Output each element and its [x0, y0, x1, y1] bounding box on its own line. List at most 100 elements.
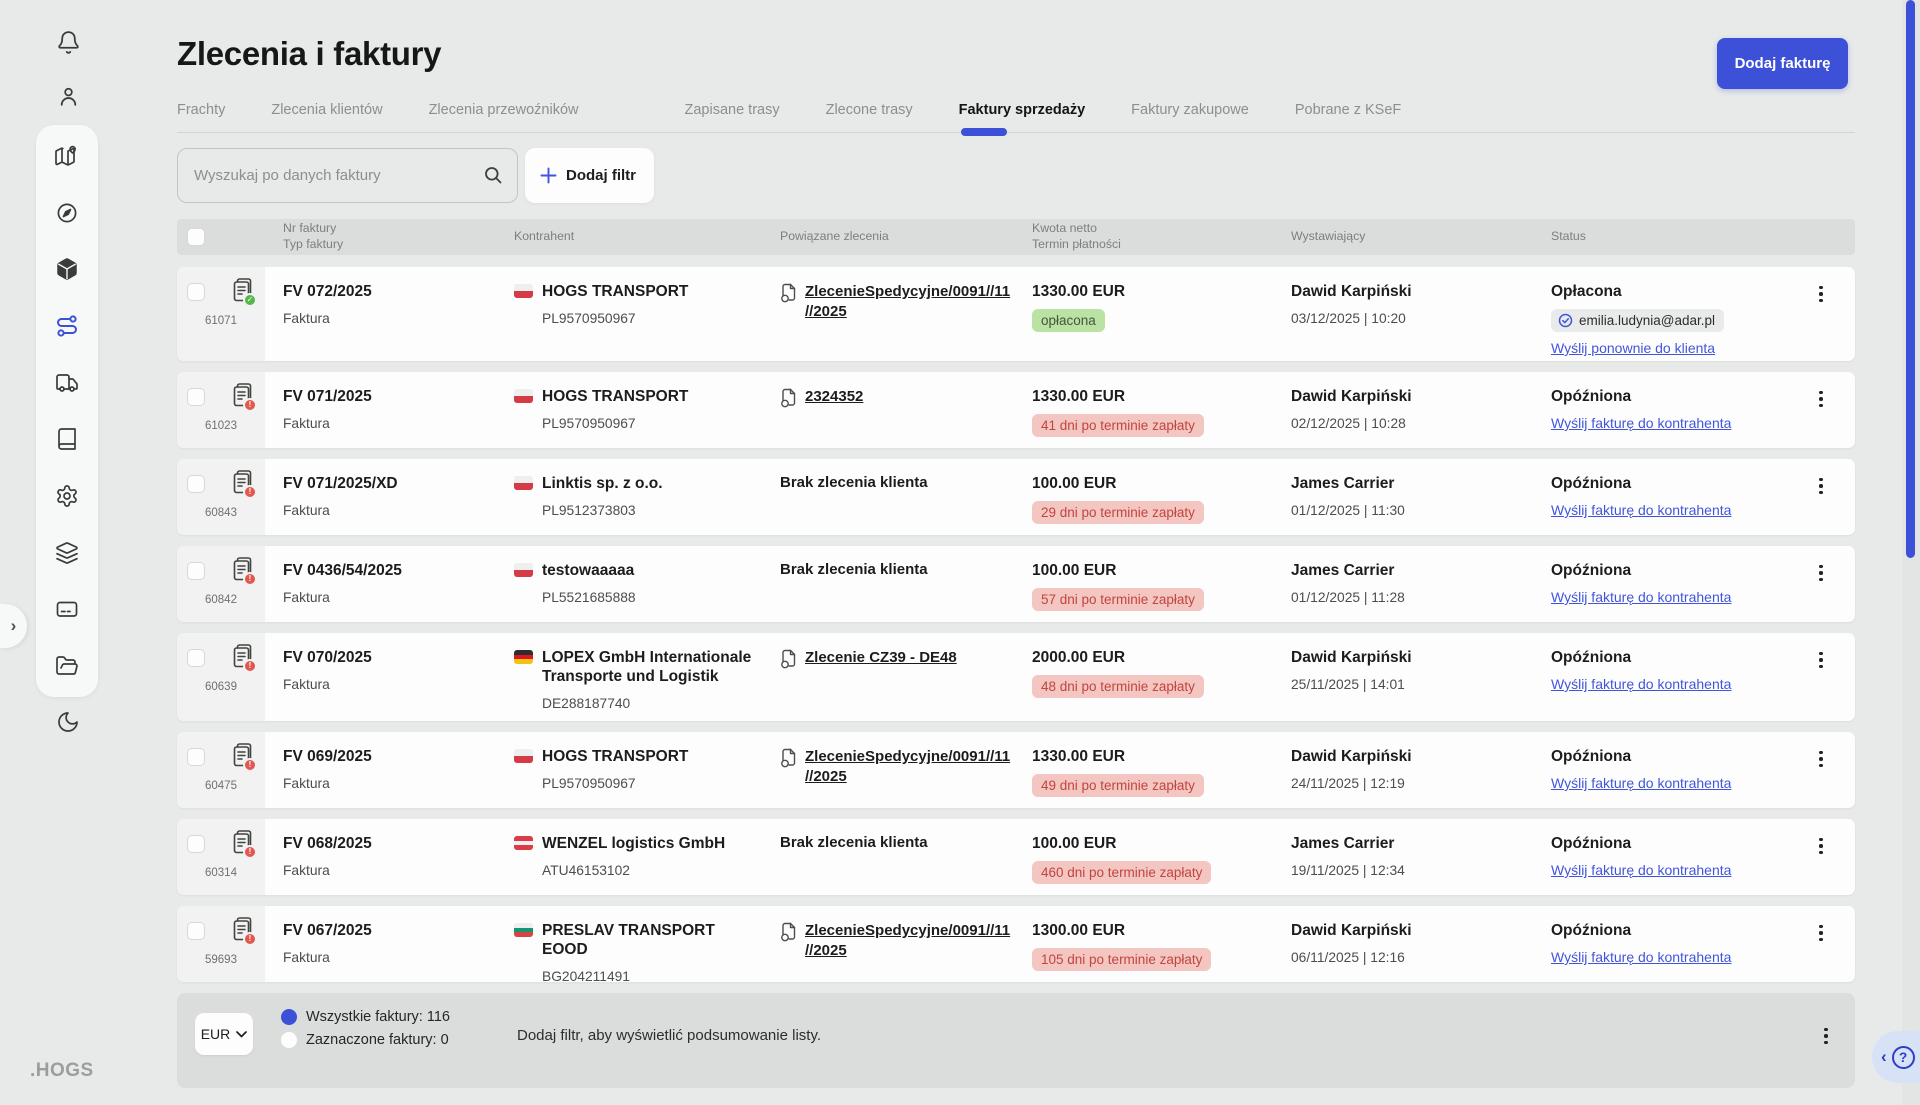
invoice-row: ! 60475 FV 069/2025 Faktura HOGS TRANSPO… — [177, 732, 1855, 808]
related-order-link[interactable]: Zlecenie CZ39 - DE48 — [780, 648, 1014, 674]
cell-related-orders: Brak zlecenia klienta — [762, 459, 1014, 535]
row-menu-kebab-icon[interactable] — [1808, 918, 1834, 948]
status-action-link[interactable]: Wyślij fakturę do kontrahenta — [1551, 502, 1732, 518]
cell-actions — [1800, 267, 1855, 361]
row-checkbox[interactable] — [187, 748, 205, 766]
related-order-link[interactable]: ZlecenieSpedycyjne/0091//11//2025 — [780, 921, 1014, 961]
row-menu-kebab-icon[interactable] — [1808, 384, 1834, 414]
radio-all-invoices[interactable]: Wszystkie faktury: 116 — [281, 1009, 450, 1025]
radio-selected-invoices[interactable]: Zaznaczone faktury: 0 — [281, 1032, 450, 1048]
search-input[interactable] — [177, 148, 518, 203]
tab-frachty[interactable]: Frachty — [177, 102, 225, 132]
status-action-link[interactable]: Wyślij fakturę do kontrahenta — [1551, 862, 1732, 878]
dark-mode-moon-icon[interactable] — [50, 704, 86, 740]
add-invoice-button[interactable]: Dodaj fakturę — [1717, 38, 1848, 89]
row-menu-kebab-icon[interactable] — [1808, 744, 1834, 774]
payment-card-icon[interactable] — [49, 591, 85, 627]
issuer-name: Dawid Karpiński — [1291, 388, 1412, 405]
row-checkbox[interactable] — [187, 475, 205, 493]
contractor-vat-id: PL9570950967 — [542, 311, 636, 326]
map-icon[interactable] — [49, 138, 85, 174]
summary-menu-kebab-icon[interactable] — [1813, 1021, 1839, 1051]
row-checkbox[interactable] — [187, 835, 205, 853]
row-menu-kebab-icon[interactable] — [1808, 279, 1834, 309]
row-menu-kebab-icon[interactable] — [1808, 471, 1834, 501]
cell-contractor: testowaaaaa PL5521685888 — [496, 546, 762, 622]
related-order-link[interactable]: ZlecenieSpedycyjne/0091//11//2025 — [780, 747, 1014, 787]
status-action-link[interactable]: Wyślij fakturę do kontrahenta — [1551, 949, 1732, 965]
routes-icon-active[interactable] — [49, 308, 85, 344]
payment-term-badge: 49 dni po terminie zapłaty — [1032, 774, 1204, 797]
files-folder-icon[interactable] — [49, 648, 85, 684]
related-order-link[interactable]: ZlecenieSpedycyjne/0091//11//2025 — [780, 282, 1014, 322]
status-action-link[interactable]: Wyślij fakturę do kontrahenta — [1551, 415, 1732, 431]
search-icon — [483, 165, 504, 191]
row-checkbox[interactable] — [187, 562, 205, 580]
summary-radio-group: Wszystkie faktury: 116 Zaznaczone faktur… — [281, 1009, 450, 1048]
scrollbar-thumb[interactable] — [1906, 0, 1915, 558]
issuer-name: James Carrier — [1291, 835, 1395, 852]
row-checkbox[interactable] — [187, 283, 205, 301]
select-all-checkbox[interactable] — [187, 228, 205, 246]
compass-navigation-icon[interactable] — [49, 195, 85, 231]
row-checkbox[interactable] — [187, 649, 205, 667]
issuer-name: Dawid Karpiński — [1291, 283, 1412, 300]
contractor-name: Linktis sp. z o.o. — [542, 475, 663, 492]
payment-term-badge: 48 dni po terminie zapłaty — [1032, 675, 1204, 698]
packages-icon[interactable] — [49, 251, 85, 287]
tab-faktury-zakupowe[interactable]: Faktury zakupowe — [1131, 102, 1249, 132]
row-menu-kebab-icon[interactable] — [1808, 645, 1834, 675]
settings-gear-icon[interactable] — [49, 478, 85, 514]
tab-faktury-sprzedaży[interactable]: Faktury sprzedaży — [959, 102, 1085, 136]
issuer-name: Dawid Karpiński — [1291, 922, 1412, 939]
col-header-amount: Kwota netto Termin płatności — [1032, 221, 1121, 251]
net-amount: 2000.00 EUR — [1032, 649, 1126, 666]
cell-issuer: Dawid Karpiński 24/11/2025 | 12:19 — [1273, 732, 1533, 808]
related-order-link[interactable]: 2324352 — [780, 387, 1014, 413]
row-checkbox[interactable] — [187, 388, 205, 406]
invoice-status-badge-icon: ! — [243, 572, 257, 586]
cell-amount: 100.00 EUR 57 dni po terminie zapłaty — [1014, 546, 1273, 622]
payment-term-badge: 105 dni po terminie zapłaty — [1032, 948, 1212, 971]
truck-fleet-icon[interactable] — [49, 365, 85, 401]
add-filter-button[interactable]: Dodaj filtr — [525, 148, 654, 203]
row-menu-kebab-icon[interactable] — [1808, 831, 1834, 861]
sidebar-expand-button[interactable]: › — [0, 604, 27, 648]
page-title: Zlecenia i faktury — [177, 35, 442, 72]
order-document-icon — [780, 748, 797, 787]
status-action-link[interactable]: Wyślij ponownie do klienta — [1551, 340, 1716, 356]
status-label: Opóźniona — [1551, 748, 1632, 765]
row-checkbox[interactable] — [187, 922, 205, 940]
status-action-link[interactable]: Wyślij fakturę do kontrahenta — [1551, 676, 1732, 692]
status-label: Opóźniona — [1551, 835, 1632, 852]
user-profile-icon[interactable] — [50, 78, 86, 114]
tab-zlecone-trasy[interactable]: Zlecone trasy — [826, 102, 913, 132]
tab-pobrane-z-ksef[interactable]: Pobrane z KSeF — [1295, 102, 1401, 132]
tab-zlecenia-klientów[interactable]: Zlecenia klientów — [271, 102, 382, 132]
notifications-bell-icon[interactable] — [50, 24, 86, 60]
payment-term-badge: opłacona — [1032, 309, 1105, 332]
cell-status: Opóźniona Wyślij fakturę do kontrahenta — [1533, 819, 1800, 895]
net-amount: 1300.00 EUR — [1032, 922, 1126, 939]
order-document-icon — [780, 922, 797, 961]
col-header-orders: Powiązane zlecenia — [780, 229, 889, 244]
country-flag-icon — [514, 476, 533, 490]
help-widget[interactable]: ‹ ? — [1872, 1031, 1920, 1083]
cell-invoice-number: FV 071/2025 Faktura — [265, 372, 496, 448]
tab-bar: Frachty Zlecenia klientów Zlecenia przewoź… — [177, 102, 1855, 136]
contractor-name: PRESLAV TRANSPORT EOOD — [542, 922, 715, 958]
status-action-link[interactable]: Wyślij fakturę do kontrahenta — [1551, 589, 1732, 605]
invoice-status-badge-icon: ! — [243, 398, 257, 412]
tab-zlecenia-przewoźników[interactable]: Zlecenia przewoźników — [429, 102, 579, 132]
invoice-document-icon — [231, 556, 255, 584]
invoice-number: FV 0436/54/2025 — [283, 562, 402, 579]
book-registry-icon[interactable] — [49, 421, 85, 457]
status-action-link[interactable]: Wyślij fakturę do kontrahenta — [1551, 775, 1732, 791]
tab-zapisane-trasy[interactable]: Zapisane trasy — [684, 102, 779, 132]
row-selection-strip: ! 60475 — [177, 732, 265, 808]
currency-select[interactable]: EUR — [195, 1013, 253, 1055]
layers-stack-icon[interactable] — [49, 535, 85, 571]
invoice-number: FV 068/2025 — [283, 835, 372, 852]
issuer-name: James Carrier — [1291, 562, 1395, 579]
row-menu-kebab-icon[interactable] — [1808, 558, 1834, 588]
